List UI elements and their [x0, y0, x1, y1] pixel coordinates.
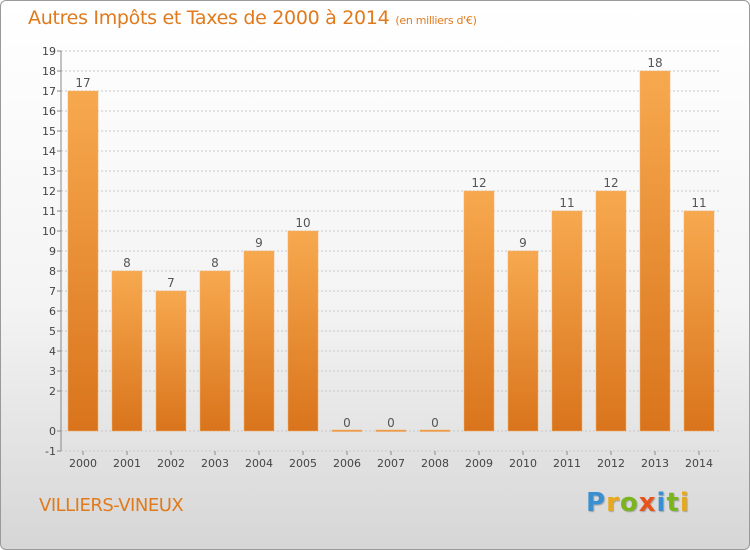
y-tick-label: 8	[49, 265, 56, 278]
data-label: 12	[603, 176, 618, 190]
x-tick-label: 2004	[245, 457, 273, 470]
bar	[243, 250, 275, 432]
bar	[375, 429, 407, 432]
x-tick-label: 2009	[465, 457, 493, 470]
data-label: 8	[123, 256, 131, 270]
chart-title-text: Autres Impôts et Taxes de 2000 à 2014	[28, 7, 390, 29]
x-tick-label: 2006	[333, 457, 361, 470]
bar	[419, 429, 451, 432]
logo-letter: t	[666, 488, 680, 518]
logo-letter: o	[619, 488, 639, 518]
data-label: 9	[255, 236, 263, 250]
y-tick-label: 11	[42, 205, 56, 218]
bar	[331, 429, 363, 432]
y-tick-label: 7	[49, 285, 56, 298]
x-tick-label: 2012	[597, 457, 625, 470]
y-tick-label: 15	[42, 125, 56, 138]
x-tick-label: 2003	[201, 457, 229, 470]
y-tick-label: 5	[49, 325, 56, 338]
y-tick-label: 18	[42, 65, 56, 78]
data-label: 17	[75, 76, 90, 90]
chart-title: Autres Impôts et Taxes de 2000 à 2014 (en…	[28, 7, 477, 29]
x-tick-label: 2000	[69, 457, 97, 470]
logo-letter: r	[606, 488, 620, 518]
bar	[683, 210, 715, 432]
y-tick-label: -1	[45, 445, 56, 458]
x-tick-label: 2013	[641, 457, 669, 470]
bar	[507, 250, 539, 432]
x-tick-label: 2010	[509, 457, 537, 470]
data-label: 11	[559, 196, 574, 210]
bar	[199, 270, 231, 432]
data-label: 10	[295, 216, 310, 230]
x-tick-label: 2002	[157, 457, 185, 470]
data-label: 0	[343, 416, 351, 430]
data-label: 12	[471, 176, 486, 190]
y-tick-label: 0	[49, 425, 56, 438]
x-tick-label: 2001	[113, 457, 141, 470]
bar	[287, 230, 319, 432]
y-tick-label: 14	[42, 145, 56, 158]
y-tick-label: 17	[42, 85, 56, 98]
bar	[639, 70, 671, 432]
bar	[595, 190, 627, 432]
y-tick-label: 2	[49, 385, 56, 398]
bar	[111, 270, 143, 432]
data-label: 0	[431, 416, 439, 430]
proxiti-logo: Proxiti	[586, 488, 690, 518]
logo-letter: i	[656, 488, 667, 518]
y-tick-label: 9	[49, 245, 56, 258]
y-tick-label: 19	[42, 45, 56, 58]
y-tick-label: 3	[49, 365, 56, 378]
bar	[551, 210, 583, 432]
data-label: 18	[647, 56, 662, 70]
chart-subtitle: (en milliers d'€)	[395, 14, 477, 27]
y-tick-label: 10	[42, 225, 56, 238]
y-tick-label: 16	[42, 105, 56, 118]
data-label: 8	[211, 256, 219, 270]
y-tick-label: 4	[49, 345, 56, 358]
bar	[155, 290, 187, 432]
x-tick-label: 2005	[289, 457, 317, 470]
data-label: 0	[387, 416, 395, 430]
y-tick-label: 12	[42, 185, 56, 198]
y-tick-label: 6	[49, 305, 56, 318]
y-tick-label: 13	[42, 165, 56, 178]
logo-letter: i	[679, 488, 690, 518]
logo-letter: P	[586, 488, 607, 518]
x-tick-label: 2007	[377, 457, 405, 470]
data-label: 9	[519, 236, 527, 250]
bar	[67, 90, 99, 432]
bar	[463, 190, 495, 432]
data-label: 11	[691, 196, 706, 210]
data-label: 7	[167, 276, 175, 290]
commune-name: VILLIERS-VINEUX	[39, 495, 184, 516]
x-tick-label: 2008	[421, 457, 449, 470]
x-tick-label: 2014	[685, 457, 713, 470]
x-tick-label: 2011	[553, 457, 581, 470]
logo-letter: x	[638, 488, 657, 518]
